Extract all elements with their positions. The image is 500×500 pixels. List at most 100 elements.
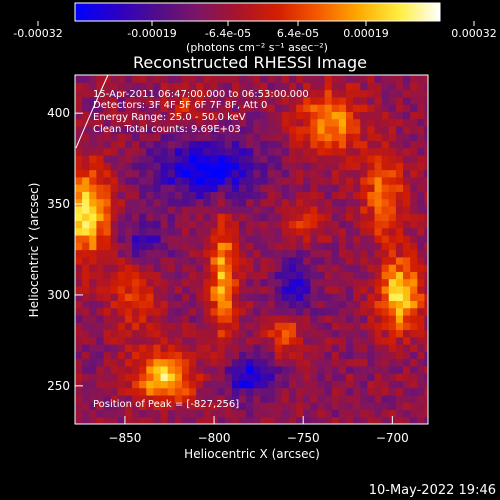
heatmap-cell <box>288 234 297 243</box>
heatmap-cell <box>403 314 411 323</box>
heatmap-cell <box>410 154 418 163</box>
heatmap-cell <box>117 285 126 294</box>
heatmap-cell <box>253 336 262 345</box>
heatmap-cell <box>296 271 304 280</box>
heatmap-cell <box>217 220 226 229</box>
heatmap-cell <box>117 147 126 156</box>
heatmap-cell <box>324 147 333 156</box>
heatmap-cell <box>124 365 133 374</box>
heatmap-cell <box>395 205 404 214</box>
heatmap-cell <box>303 336 311 345</box>
heatmap-cell <box>224 162 233 171</box>
heatmap-cell <box>189 89 197 98</box>
heatmap-cell <box>324 285 333 294</box>
heatmap-cell <box>103 351 112 360</box>
heatmap-cell <box>231 104 240 112</box>
heatmap-cell <box>381 307 390 316</box>
heatmap-cell <box>324 402 333 411</box>
heatmap-cell <box>217 198 226 207</box>
heatmap-cell <box>417 169 426 178</box>
heatmap-cell <box>353 118 361 127</box>
heatmap-cell <box>296 264 304 272</box>
heatmap-cell <box>160 147 169 156</box>
heatmap-cell <box>174 293 183 301</box>
heatmap-cell <box>288 104 297 112</box>
heatmap-cell <box>224 314 233 323</box>
heatmap-cell <box>360 402 368 411</box>
heatmap-cell <box>110 75 119 83</box>
heatmap-cell <box>132 234 140 243</box>
heatmap-cell <box>338 278 347 287</box>
heatmap-cell <box>153 351 162 360</box>
heatmap-cell <box>288 169 297 178</box>
heatmap-cell <box>345 184 354 192</box>
heatmap-cell <box>124 184 133 192</box>
heatmap-cell <box>331 169 340 178</box>
heatmap-cell <box>374 271 383 280</box>
heatmap-cell <box>239 387 247 396</box>
heatmap-cell <box>281 82 290 91</box>
heatmap-cell <box>360 89 368 98</box>
heatmap-cell <box>403 82 411 91</box>
heatmap-cell <box>288 293 297 301</box>
heatmap-cell <box>203 213 212 222</box>
heatmap-cell <box>324 82 333 91</box>
heatmap-cell <box>260 409 269 418</box>
heatmap-cell <box>89 264 97 272</box>
heatmap-cell <box>203 300 212 309</box>
heatmap-cell <box>288 154 297 163</box>
heatmap-cell <box>310 242 319 251</box>
heatmap-cell <box>189 373 197 381</box>
heatmap-cell <box>117 256 126 265</box>
heatmap-cell <box>239 373 247 381</box>
heatmap-cell <box>224 249 233 258</box>
heatmap-cell <box>281 104 290 112</box>
heatmap-cell <box>167 402 176 411</box>
heatmap-cell <box>82 394 90 403</box>
heatmap-cell <box>267 140 276 149</box>
heatmap-cell <box>189 184 197 192</box>
heatmap-cell <box>231 82 240 91</box>
heatmap-cell <box>317 271 326 280</box>
heatmap-cell <box>345 373 354 381</box>
heatmap-cell <box>253 147 262 156</box>
heatmap-cell <box>117 278 126 287</box>
heatmap-cell <box>324 264 333 272</box>
heatmap-cell <box>345 344 354 352</box>
heatmap-cell <box>246 314 254 323</box>
heatmap-cell <box>139 351 147 360</box>
heatmap-cell <box>246 271 254 280</box>
heatmap-cell <box>146 242 155 251</box>
heatmap-cell <box>189 380 197 389</box>
heatmap-cell <box>153 140 162 149</box>
heatmap-cell <box>96 89 105 98</box>
heatmap-cell <box>395 409 404 418</box>
heatmap-cell <box>146 169 155 178</box>
heatmap-cell <box>253 140 262 149</box>
heatmap-cell <box>181 249 190 258</box>
peak-position-label: Position of Peak = [-827,256] <box>93 399 239 410</box>
heatmap-cell <box>410 198 418 207</box>
heatmap-cell <box>203 249 212 258</box>
heatmap-cell <box>124 96 133 105</box>
heatmap-cell <box>160 373 169 381</box>
heatmap-cell <box>338 394 347 403</box>
heatmap-cell <box>224 402 233 411</box>
heatmap-cell <box>374 154 383 163</box>
heatmap-cell <box>89 373 97 381</box>
heatmap-cell <box>260 249 269 258</box>
heatmap-cell <box>331 118 340 127</box>
heatmap-cell <box>203 314 212 323</box>
heatmap-cell <box>381 344 390 352</box>
heatmap-cell <box>303 118 311 127</box>
heatmap-cell <box>167 191 176 200</box>
heatmap-cell <box>410 82 418 91</box>
heatmap-cell <box>353 256 361 265</box>
heatmap-cell <box>395 125 404 134</box>
heatmap-cell <box>317 111 326 120</box>
heatmap-cell <box>124 140 133 149</box>
heatmap-cell <box>196 373 204 381</box>
heatmap-cell <box>267 402 276 411</box>
heatmap-cell <box>181 213 190 222</box>
heatmap-cell <box>96 220 105 229</box>
